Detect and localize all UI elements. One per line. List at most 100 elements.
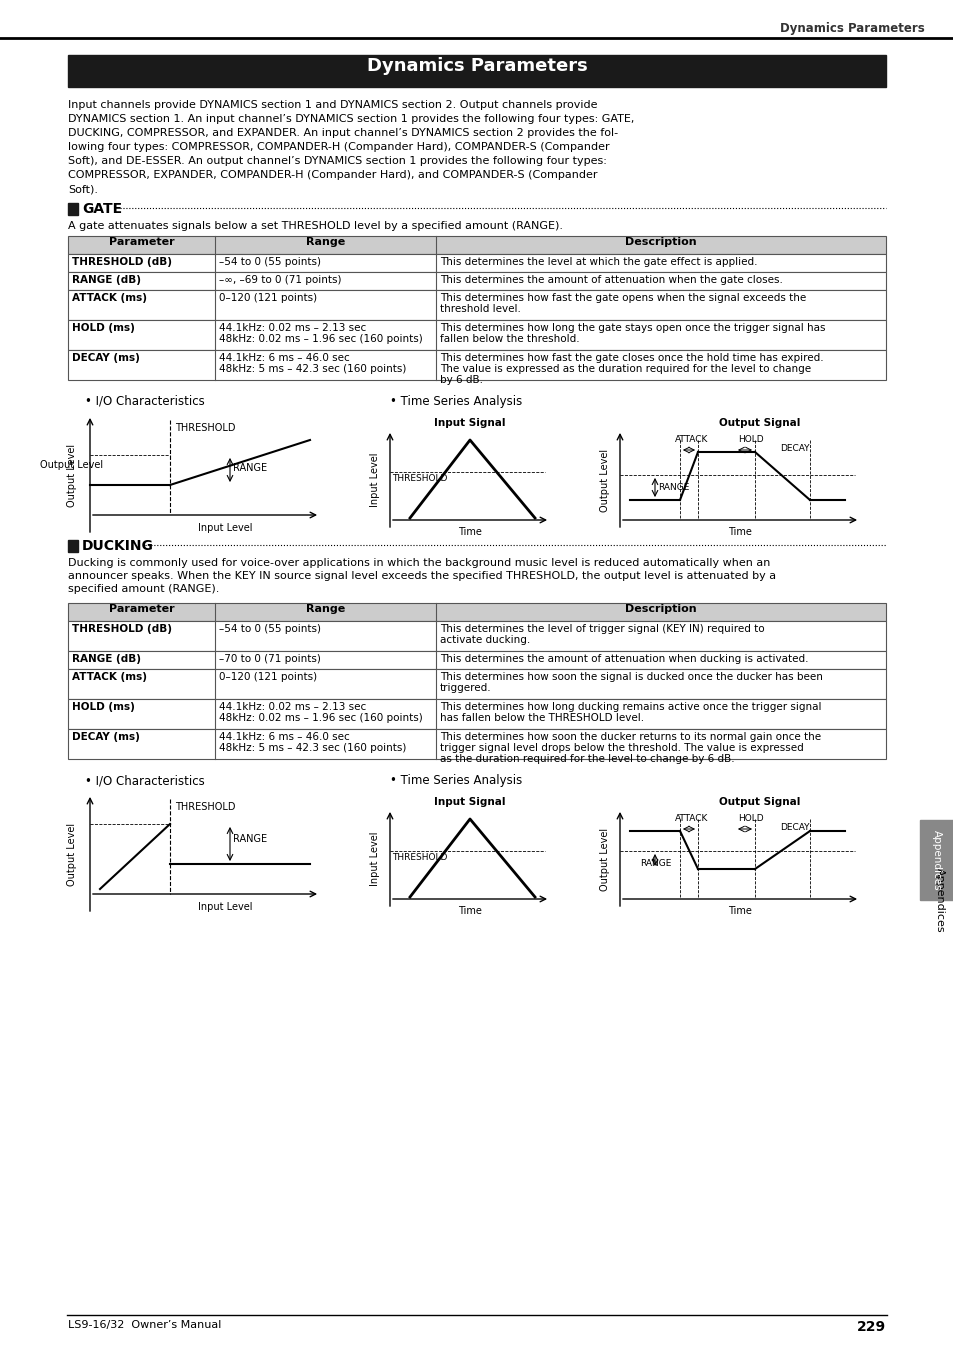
Text: DECAY (ms): DECAY (ms) [71,732,140,742]
Text: threshold level.: threshold level. [439,304,520,313]
Bar [68,621,885,651]
Text: specified amount (RANGE).: specified amount (RANGE). [68,584,219,594]
Text: 44.1kHz: 0.02 ms – 2.13 sec: 44.1kHz: 0.02 ms – 2.13 sec [219,703,366,712]
Text: This determines how fast the gate opens when the signal exceeds the: This determines how fast the gate opens … [439,293,805,303]
Text: lowing four types: COMPRESSOR, COMPANDER-H (Compander Hard), COMPANDER-S (Compan: lowing four types: COMPRESSOR, COMPANDER… [68,142,609,153]
Text: • Time Series Analysis: • Time Series Analysis [390,394,521,408]
Text: THRESHOLD: THRESHOLD [174,802,235,812]
Text: DECAY: DECAY [780,444,809,453]
Text: RANGE: RANGE [658,484,689,492]
Text: Appendices: Appendices [931,830,941,890]
Text: Input Level: Input Level [370,832,379,886]
Text: RANGE: RANGE [233,463,267,473]
Text: fallen below the threshold.: fallen below the threshold. [439,334,579,345]
Text: 44.1kHz: 0.02 ms – 2.13 sec: 44.1kHz: 0.02 ms – 2.13 sec [219,323,366,332]
Text: as the duration required for the level to change by 6 dB.: as the duration required for the level t… [439,754,734,765]
Text: This determines how long ducking remains active once the trigger signal: This determines how long ducking remains… [439,703,821,712]
Text: LS9-16/32  Owner’s Manual: LS9-16/32 Owner’s Manual [68,1320,221,1329]
Text: Soft), and DE-ESSER. An output channel’s DYNAMICS section 1 provides the followi: Soft), and DE-ESSER. An output channel’s… [68,155,606,166]
Text: 0–120 (121 points): 0–120 (121 points) [219,671,317,682]
Text: This determines how fast the gate closes once the hold time has expired.: This determines how fast the gate closes… [439,353,822,363]
Text: The value is expressed as the duration required for the level to change: The value is expressed as the duration r… [439,363,810,374]
Text: DECAY (ms): DECAY (ms) [71,353,140,363]
Text: Time: Time [727,527,751,536]
Text: –54 to 0 (55 points): –54 to 0 (55 points) [219,257,321,267]
Bar [68,540,78,553]
Text: –70 to 0 (71 points): –70 to 0 (71 points) [219,654,321,663]
Bar [68,272,885,290]
Text: Input Signal: Input Signal [434,797,505,807]
Bar [68,350,885,380]
Bar [68,203,78,215]
Text: This determines the level of trigger signal (KEY IN) required to: This determines the level of trigger sig… [439,624,764,634]
Text: RANGE: RANGE [233,834,267,844]
Text: • I/O Characteristics: • I/O Characteristics [85,394,205,408]
Bar [68,651,885,669]
Text: This determines the amount of attenuation when ducking is activated.: This determines the amount of attenuatio… [439,654,808,663]
Text: Input Level: Input Level [197,523,252,534]
Bar [919,820,953,900]
Text: Soft).: Soft). [68,184,98,195]
Text: announcer speaks. When the KEY IN source signal level exceeds the specified THRE: announcer speaks. When the KEY IN source… [68,571,776,581]
Text: Description: Description [624,236,696,247]
Text: Dynamics Parameters: Dynamics Parameters [366,57,587,76]
Text: THRESHOLD (dB): THRESHOLD (dB) [71,624,172,634]
Text: RANGE: RANGE [639,859,671,867]
Text: 48kHz: 0.02 ms – 1.96 sec (160 points): 48kHz: 0.02 ms – 1.96 sec (160 points) [219,334,422,345]
Text: 48kHz: 5 ms – 42.3 sec (160 points): 48kHz: 5 ms – 42.3 sec (160 points) [219,743,406,753]
Text: This determines how soon the ducker returns to its normal gain once the: This determines how soon the ducker retu… [439,732,821,742]
Text: Parameter: Parameter [109,604,174,613]
Text: Input Signal: Input Signal [434,417,505,428]
Text: Output Level: Output Level [67,443,77,507]
Text: 0–120 (121 points): 0–120 (121 points) [219,293,317,303]
Text: THRESHOLD: THRESHOLD [392,852,447,862]
Text: Output Signal: Output Signal [719,797,800,807]
Text: DECAY: DECAY [780,823,809,832]
Text: DYNAMICS section 1. An input channel’s DYNAMICS section 1 provides the following: DYNAMICS section 1. An input channel’s D… [68,113,634,124]
Text: ATTACK (ms): ATTACK (ms) [71,671,147,682]
Text: Time: Time [457,527,481,536]
Text: trigger signal level drops below the threshold. The value is expressed: trigger signal level drops below the thr… [439,743,803,753]
Text: –54 to 0 (55 points): –54 to 0 (55 points) [219,624,321,634]
Text: Output Level: Output Level [40,459,104,470]
Bar [68,290,885,320]
Text: Range: Range [306,604,345,613]
Text: Output Signal: Output Signal [719,417,800,428]
Text: COMPRESSOR, EXPANDER, COMPANDER-H (Compander Hard), and COMPANDER-S (Compander: COMPRESSOR, EXPANDER, COMPANDER-H (Compa… [68,170,597,180]
Text: 229: 229 [856,1320,885,1333]
Text: This determines how soon the signal is ducked once the ducker has been: This determines how soon the signal is d… [439,671,822,682]
Text: RANGE (dB): RANGE (dB) [71,276,141,285]
Text: Time: Time [457,907,481,916]
Text: 44.1kHz: 6 ms – 46.0 sec: 44.1kHz: 6 ms – 46.0 sec [219,732,350,742]
Text: HOLD: HOLD [738,815,762,823]
Text: Range: Range [306,236,345,247]
Text: A gate attenuates signals below a set THRESHOLD level by a specified amount (RAN: A gate attenuates signals below a set TH… [68,222,562,231]
Text: has fallen below the THRESHOLD level.: has fallen below the THRESHOLD level. [439,713,643,723]
Text: HOLD: HOLD [738,435,762,444]
Bar [68,254,885,272]
Text: Parameter: Parameter [109,236,174,247]
Text: 48kHz: 0.02 ms – 1.96 sec (160 points): 48kHz: 0.02 ms – 1.96 sec (160 points) [219,713,422,723]
Text: • I/O Characteristics: • I/O Characteristics [85,774,205,788]
Text: Input Level: Input Level [197,902,252,912]
Bar [68,669,885,698]
Text: Appendices: Appendices [934,867,944,932]
Text: Output Level: Output Level [67,823,77,885]
Text: Input Level: Input Level [370,453,379,507]
Text: by 6 dB.: by 6 dB. [439,376,482,385]
Text: THRESHOLD (dB): THRESHOLD (dB) [71,257,172,267]
Text: This determines the amount of attenuation when the gate closes.: This determines the amount of attenuatio… [439,276,782,285]
Text: • Time Series Analysis: • Time Series Analysis [390,774,521,788]
Text: Dynamics Parameters: Dynamics Parameters [780,22,923,35]
Text: Output Level: Output Level [599,827,609,890]
Text: 48kHz: 5 ms – 42.3 sec (160 points): 48kHz: 5 ms – 42.3 sec (160 points) [219,363,406,374]
Text: Description: Description [624,604,696,613]
Text: ATTACK (ms): ATTACK (ms) [71,293,147,303]
Text: Input channels provide DYNAMICS section 1 and DYNAMICS section 2. Output channel: Input channels provide DYNAMICS section … [68,100,597,109]
Bar [68,698,885,730]
Text: Output Level: Output Level [599,449,609,512]
Text: This determines the level at which the gate effect is applied.: This determines the level at which the g… [439,257,757,267]
Text: –∞, –69 to 0 (71 points): –∞, –69 to 0 (71 points) [219,276,341,285]
Text: DUCKING: DUCKING [82,539,153,553]
Text: 44.1kHz: 6 ms – 46.0 sec: 44.1kHz: 6 ms – 46.0 sec [219,353,350,363]
